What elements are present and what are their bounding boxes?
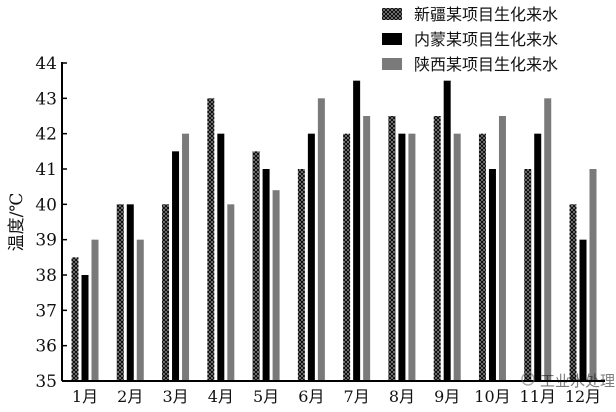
bar-2-10 [488,169,496,381]
bar-2-4 [217,133,225,381]
bar-1-4 [207,98,215,381]
bar-1-7 [343,133,351,381]
bar-1-6 [297,169,305,381]
x-tick-label: 9月 [434,387,460,406]
x-tick-label: 1月 [72,387,98,406]
bar-2-8 [398,133,406,381]
bar-2-11 [534,133,542,381]
bar-3-1 [91,239,99,381]
legend-swatch-1 [382,8,402,20]
y-tick-label: 40 [35,195,57,215]
x-tick-label: 2月 [117,387,143,406]
y-tick-label: 44 [35,54,57,74]
bar-1-11 [524,169,532,381]
x-tick-label: 7月 [344,387,370,406]
bar-1-8 [388,116,396,381]
bar-1-10 [478,133,486,381]
bar-1-12 [569,204,577,381]
bar-2-1 [81,275,89,381]
y-tick-label: 35 [35,372,57,392]
x-tick-label: 8月 [389,387,415,406]
bar-3-10 [498,116,506,381]
bar-2-5 [262,169,270,381]
bar-3-6 [317,98,325,381]
bar-2-7 [353,80,361,382]
bar-3-12 [589,169,597,381]
legend-label-3: 陕西某项目生化来水 [414,55,558,74]
y-tick-label: 37 [35,301,57,321]
bar-2-6 [307,133,315,381]
x-tick-label: 11月 [520,387,556,406]
y-tick-label: 43 [35,89,57,109]
bar-2-2 [126,204,134,381]
x-tick-label: 5月 [253,387,279,406]
bar-3-11 [544,98,552,381]
bar-1-1 [71,257,79,381]
y-tick-label: 39 [35,231,57,251]
bar-1-2 [116,204,124,381]
x-tick-label: 6月 [298,387,324,406]
bar-3-7 [363,116,371,381]
bar-3-2 [136,239,144,381]
x-tick-label: 10月 [474,387,510,406]
legend-swatch-2 [382,33,402,45]
wechat-icon [521,372,535,386]
y-axis-label: 温度/℃ [7,193,27,252]
x-tick-label: 4月 [208,387,234,406]
legend-label-2: 内蒙某项目生化来水 [414,30,558,49]
x-tick-label: 12月 [565,387,601,406]
bar-3-4 [227,204,235,381]
bar-3-5 [272,190,280,381]
bar-1-3 [162,204,170,381]
y-tick-label: 41 [35,160,57,180]
bar-2-9 [443,80,451,382]
watermark-text: 工业水处理 [540,372,615,390]
bar-3-3 [182,133,190,381]
bar-1-5 [252,151,260,381]
y-tick-label: 42 [35,125,57,145]
legend-swatch-3 [382,58,402,70]
bar-2-12 [579,239,587,381]
y-tick-label: 38 [35,266,57,286]
x-tick-label: 3月 [162,387,188,406]
bar-3-8 [408,133,416,381]
y-tick-label: 36 [35,337,57,357]
bar-3-9 [453,133,461,381]
bar-2-3 [172,151,180,381]
legend-label-1: 新疆某项目生化来水 [414,5,558,24]
watermark: 工业水处理 [521,372,615,390]
bar-1-9 [433,116,441,381]
